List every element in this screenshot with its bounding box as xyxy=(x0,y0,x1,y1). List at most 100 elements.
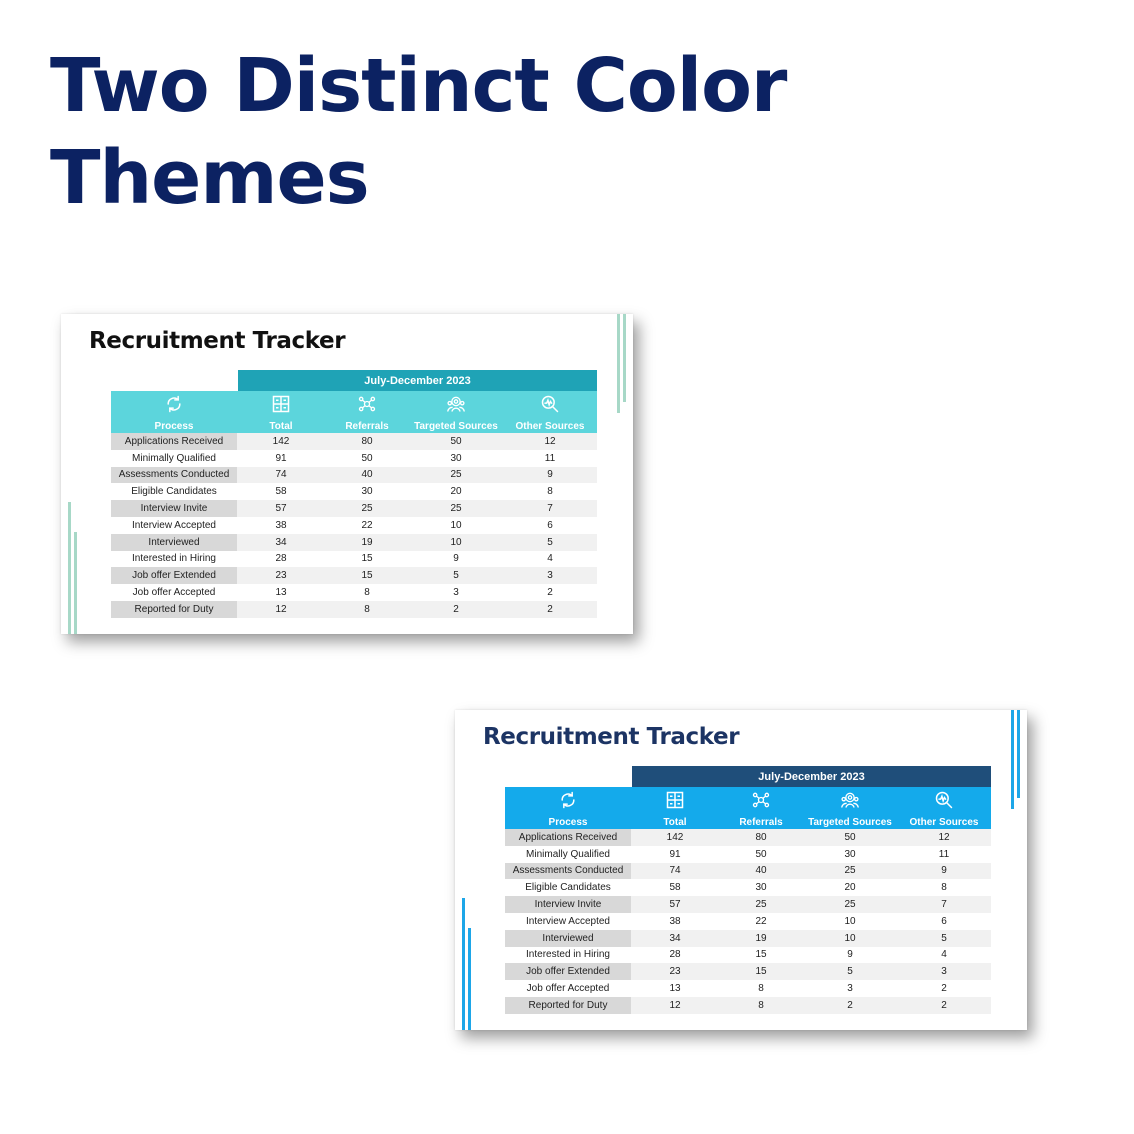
cell-total: 142 xyxy=(272,435,290,447)
headline-line-2: Themes xyxy=(50,135,370,221)
cell-total: 13 xyxy=(275,587,287,599)
refresh-icon xyxy=(164,394,184,421)
cell-targeted-sources: 25 xyxy=(450,469,462,481)
cell-other-sources: 12 xyxy=(544,435,556,447)
cell-referrals: 15 xyxy=(755,949,767,961)
header-referrals: Referrals xyxy=(719,787,803,829)
cell-process: Interviewed xyxy=(505,929,631,947)
cell-other-sources: 9 xyxy=(547,469,553,481)
cell-targeted-sources: 50 xyxy=(844,831,856,843)
cell-total: 23 xyxy=(669,966,681,978)
cell-process: Reported for Duty xyxy=(505,996,631,1014)
cell-process: Eligible Candidates xyxy=(525,882,611,894)
table-row: Interview Invite 57 25 25 7 xyxy=(111,500,597,517)
cell-total: 74 xyxy=(669,865,681,877)
cell-other-sources: 2 xyxy=(547,603,553,615)
table-row: Interviewed 34 19 10 5 xyxy=(505,929,991,947)
accent-line xyxy=(68,502,71,634)
people-target-icon xyxy=(446,394,466,421)
cell-other-sources: 3 xyxy=(941,966,947,978)
header-label: Targeted Sources xyxy=(808,817,892,828)
cell-total: 34 xyxy=(275,536,287,548)
accent-line xyxy=(623,314,626,402)
header-process: Process xyxy=(111,391,237,433)
cell-total: 12 xyxy=(275,603,287,615)
cell-total: 58 xyxy=(669,882,681,894)
cell-referrals: 22 xyxy=(755,915,767,927)
header-label: Other Sources xyxy=(909,817,979,828)
cell-total: 91 xyxy=(275,452,287,464)
accent-line xyxy=(462,898,465,1030)
cell-total: 13 xyxy=(669,983,681,995)
cell-referrals: 80 xyxy=(361,435,373,447)
cell-total: 91 xyxy=(669,848,681,860)
header-total: Total xyxy=(237,391,325,433)
accent-line xyxy=(617,314,620,413)
header-label: Targeted Sources xyxy=(414,421,498,432)
cell-other-sources: 5 xyxy=(547,536,553,548)
accent-line xyxy=(468,928,471,1030)
cell-referrals: 19 xyxy=(361,536,373,548)
magnifier-chart-icon xyxy=(540,394,560,421)
header-other-sources: Other Sources xyxy=(503,391,597,433)
cell-targeted-sources: 9 xyxy=(453,553,459,565)
header-process: Process xyxy=(505,787,631,829)
cell-total: 38 xyxy=(275,519,287,531)
cell-process: Applications Received xyxy=(505,829,631,846)
period-header: July-December 2023 xyxy=(632,766,991,787)
cell-process: Assessments Conducted xyxy=(111,466,237,484)
cell-referrals: 40 xyxy=(361,469,373,481)
slide-theme-blue: Recruitment Tracker July-December 2023 Pro… xyxy=(455,710,1027,1030)
header-targeted-sources: Targeted Sources xyxy=(803,787,897,829)
cell-targeted-sources: 5 xyxy=(453,570,459,582)
header-total: Total xyxy=(631,787,719,829)
slide-title: Recruitment Tracker xyxy=(483,724,740,750)
cell-other-sources: 6 xyxy=(547,519,553,531)
accent-line xyxy=(74,532,77,634)
cell-process: Interview Invite xyxy=(111,500,237,517)
cell-process: Reported for Duty xyxy=(111,600,237,618)
cell-other-sources: 11 xyxy=(544,452,556,464)
cell-targeted-sources: 25 xyxy=(450,503,462,515)
cell-total: 23 xyxy=(275,570,287,582)
header-label: Total xyxy=(269,421,293,432)
header-label: Other Sources xyxy=(515,421,585,432)
cell-process: Interview Accepted xyxy=(132,519,216,531)
cell-process: Job offer Extended xyxy=(505,963,631,981)
cell-process: Job offer Accepted xyxy=(526,983,610,995)
cell-targeted-sources: 20 xyxy=(844,882,856,894)
cell-targeted-sources: 50 xyxy=(450,435,462,447)
table-row: Minimally Qualified 91 50 30 11 xyxy=(505,845,991,863)
headline-line-1: Two Distinct Color xyxy=(50,43,787,129)
cell-targeted-sources: 5 xyxy=(847,966,853,978)
cell-targeted-sources: 3 xyxy=(847,983,853,995)
period-header: July-December 2023 xyxy=(238,370,597,391)
cell-referrals: 25 xyxy=(361,503,373,515)
cell-process: Applications Received xyxy=(111,433,237,450)
cell-referrals: 80 xyxy=(755,831,767,843)
cell-other-sources: 2 xyxy=(941,999,947,1011)
table-row: Eligible Candidates 58 30 20 8 xyxy=(111,483,597,501)
cell-total: 58 xyxy=(275,486,287,498)
cell-referrals: 30 xyxy=(755,882,767,894)
cell-targeted-sources: 10 xyxy=(450,536,462,548)
cell-targeted-sources: 20 xyxy=(450,486,462,498)
grid-icon xyxy=(665,790,685,817)
table-row: Applications Received 142 80 50 12 xyxy=(111,433,597,450)
table-row: Interested in Hiring 28 15 9 4 xyxy=(111,550,597,568)
cell-targeted-sources: 10 xyxy=(450,519,462,531)
table-row: Applications Received 142 80 50 12 xyxy=(505,829,991,846)
cell-process: Interviewed xyxy=(111,533,237,551)
header-label: Total xyxy=(663,817,687,828)
cell-referrals: 8 xyxy=(758,999,764,1011)
cell-total: 57 xyxy=(275,503,287,515)
cell-targeted-sources: 30 xyxy=(450,452,462,464)
cell-total: 28 xyxy=(275,553,287,565)
accent-line xyxy=(1011,710,1014,809)
cell-targeted-sources: 9 xyxy=(847,949,853,961)
network-icon xyxy=(357,394,377,421)
cell-total: 12 xyxy=(669,999,681,1011)
cell-targeted-sources: 25 xyxy=(844,899,856,911)
header-label: Referrals xyxy=(739,817,783,828)
cell-total: 142 xyxy=(666,831,684,843)
